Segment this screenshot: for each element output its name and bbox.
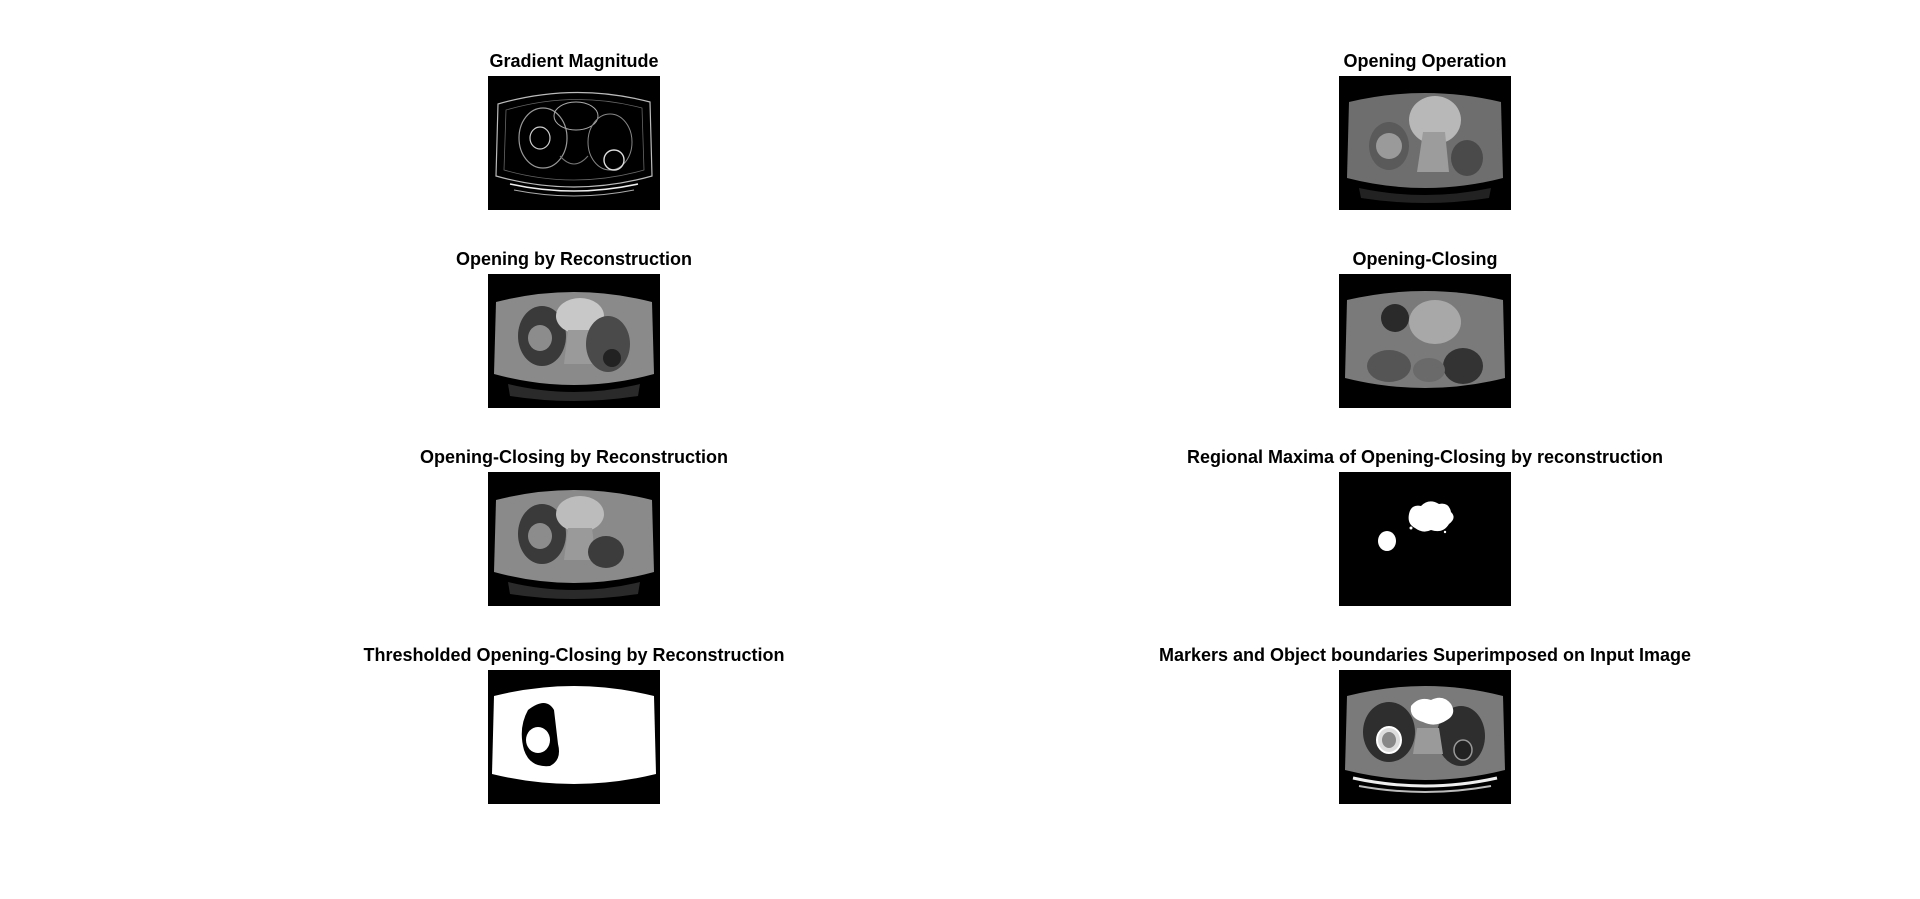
regional-maxima-image	[1339, 472, 1511, 606]
opening-closing-image	[1339, 274, 1511, 408]
thresholded-image	[488, 670, 660, 804]
panel-opening-closing: Opening-Closing	[1339, 249, 1511, 408]
panel-thresholded: Thresholded Opening-Closing by Reconstru…	[363, 645, 785, 804]
panel-title: Gradient Magnitude	[489, 51, 659, 71]
panel-title: Opening-Closing by Reconstruction	[419, 447, 729, 467]
markers-boundaries-image	[1339, 670, 1511, 804]
panel-opening-closing-by-reconstruction: Opening-Closing by Reconstruction	[420, 447, 728, 606]
panel-title: Regional Maxima of Opening-Closing by re…	[1186, 447, 1664, 467]
opening-by-reconstruction-image	[488, 274, 660, 408]
panel-opening-operation: Opening Operation	[1339, 51, 1511, 210]
panel-regional-maxima: Regional Maxima of Opening-Closing by re…	[1187, 447, 1663, 606]
opening-closing-by-reconstruction-image	[488, 472, 660, 606]
gradient-magnitude-image	[488, 76, 660, 210]
opening-operation-image	[1339, 76, 1511, 210]
panel-title: Opening-Closing	[1352, 249, 1498, 269]
panel-title: Opening Operation	[1343, 51, 1507, 71]
panel-title: Thresholded Opening-Closing by Reconstru…	[363, 645, 785, 665]
panel-title: Markers and Object boundaries Superimpos…	[1158, 645, 1692, 665]
panel-gradient-magnitude: Gradient Magnitude	[488, 51, 660, 210]
panel-title: Opening by Reconstruction	[455, 249, 693, 269]
panel-opening-by-reconstruction: Opening by Reconstruction	[456, 249, 692, 408]
panel-markers-boundaries: Markers and Object boundaries Superimpos…	[1159, 645, 1691, 804]
